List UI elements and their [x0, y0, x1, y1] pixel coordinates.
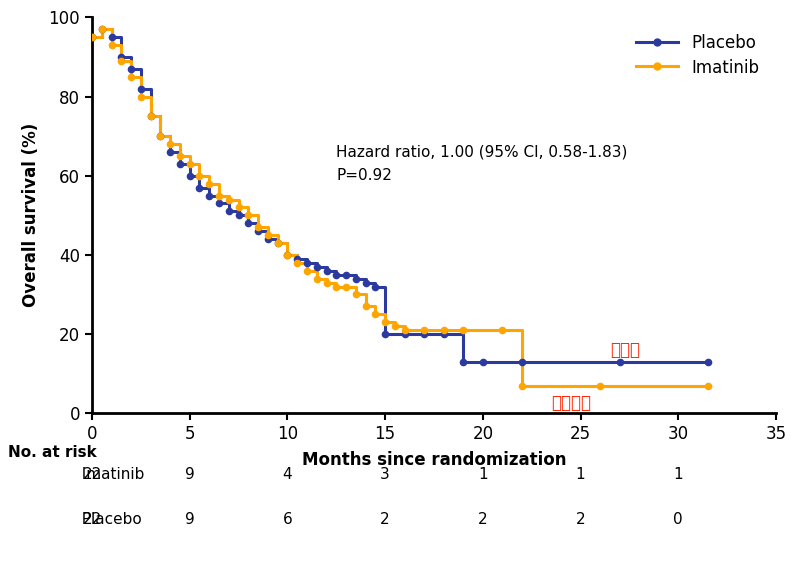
Text: 1: 1: [478, 467, 488, 482]
Text: 6: 6: [282, 512, 292, 527]
X-axis label: Months since randomization: Months since randomization: [302, 452, 566, 469]
Y-axis label: Overall survival (%): Overall survival (%): [22, 123, 40, 307]
Text: 1: 1: [674, 467, 683, 482]
Text: 2: 2: [380, 512, 390, 527]
Text: 安慰剤: 安慰剤: [610, 341, 640, 359]
Text: 22: 22: [82, 467, 102, 482]
Text: 2: 2: [478, 512, 488, 527]
Text: 9: 9: [185, 467, 194, 482]
Text: Imatinib: Imatinib: [73, 467, 145, 482]
Text: Placebo: Placebo: [73, 512, 142, 527]
Text: 9: 9: [185, 512, 194, 527]
Text: 4: 4: [282, 467, 292, 482]
Legend: Placebo, Imatinib: Placebo, Imatinib: [628, 26, 768, 85]
Text: Hazard ratio, 1.00 (95% CI, 0.58-1.83): Hazard ratio, 1.00 (95% CI, 0.58-1.83): [336, 144, 628, 159]
Text: 伊马替尺: 伊马替尺: [551, 395, 591, 412]
Text: 2: 2: [576, 512, 586, 527]
Text: No. at risk: No. at risk: [8, 445, 97, 460]
Text: P=0.92: P=0.92: [336, 168, 392, 183]
Text: 0: 0: [674, 512, 683, 527]
Text: 22: 22: [82, 512, 102, 527]
Text: 3: 3: [380, 467, 390, 482]
Text: 1: 1: [576, 467, 586, 482]
